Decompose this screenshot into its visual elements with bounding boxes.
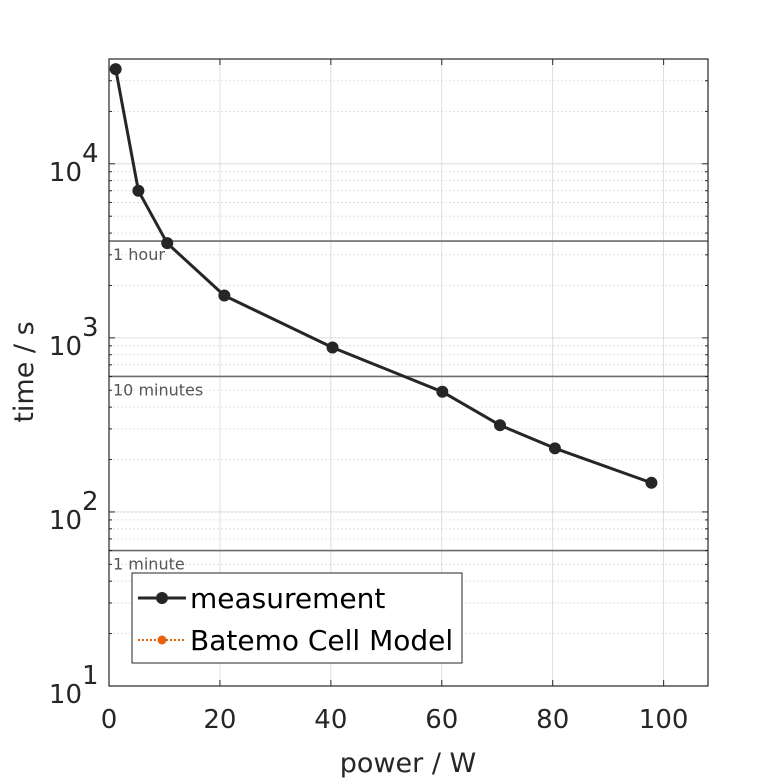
legend-label-batemo: Batemo Cell Model [190,624,453,657]
x-tick-label: 40 [314,705,347,735]
legend-swatch-batemo-marker [157,635,167,645]
y-tick-label-exponent: 2 [82,487,99,517]
reference-line-label: 1 hour [113,245,165,264]
data-point [494,419,507,432]
data-point [326,341,339,354]
x-tick-label: 80 [536,705,569,735]
legend-swatch-measurement-marker [156,592,168,604]
data-point [645,476,658,489]
y-tick-label: 10 [49,332,82,362]
reference-line-label: 1 minute [113,555,185,574]
x-tick-label: 20 [203,705,236,735]
data-point [436,385,449,398]
x-tick-label: 100 [639,705,689,735]
ticks [108,59,708,687]
x-tick-label: 60 [425,705,458,735]
data-point [548,442,561,455]
y-tick-label-exponent: 4 [82,139,99,169]
x-tick-label: 0 [101,705,118,735]
data-point [218,289,231,302]
data-point [161,237,174,250]
y-tick-label-exponent: 3 [82,313,99,343]
legend: measurement Batemo Cell Model [131,572,463,664]
data-point [132,184,145,197]
y-tick-label: 10 [49,158,82,188]
reference-line-label: 10 minutes [113,380,203,399]
reference-lines: 1 hour 10 minutes 1 minute [109,240,708,574]
y-tick-label-exponent: 1 [82,661,99,691]
legend-label-measurement: measurement [190,582,385,615]
x-axis-label: power / W [340,748,476,779]
y-tick-label: 10 [49,506,82,536]
plot-frame [108,58,709,687]
data-series [109,63,658,489]
y-axis-label: time / s [9,321,40,422]
data-point [109,63,122,76]
legend-box [131,572,463,664]
y-tick-label: 10 [49,680,82,710]
